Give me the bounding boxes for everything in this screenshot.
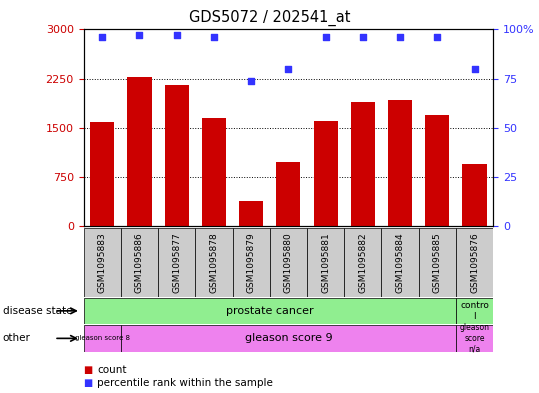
Text: prostate cancer: prostate cancer <box>226 306 314 316</box>
Bar <box>270 228 307 297</box>
Bar <box>344 228 382 297</box>
Text: GSM1095884: GSM1095884 <box>396 232 405 293</box>
Bar <box>232 228 270 297</box>
Point <box>210 34 218 40</box>
Text: percentile rank within the sample: percentile rank within the sample <box>97 378 273 388</box>
Text: gleason score 8: gleason score 8 <box>75 335 130 342</box>
Bar <box>419 228 456 297</box>
Bar <box>277 162 300 226</box>
Bar <box>195 228 232 297</box>
Text: GSM1095883: GSM1095883 <box>98 232 107 293</box>
Bar <box>456 298 493 324</box>
Point <box>284 66 293 72</box>
Text: count: count <box>97 365 127 375</box>
Text: GSM1095885: GSM1095885 <box>433 232 442 293</box>
Text: other: other <box>3 333 31 343</box>
Bar <box>462 164 487 226</box>
Bar <box>202 118 226 226</box>
Text: GSM1095886: GSM1095886 <box>135 232 144 293</box>
Text: GSM1095882: GSM1095882 <box>358 232 368 293</box>
Text: GSM1095879: GSM1095879 <box>247 232 255 293</box>
Text: gleason score 9: gleason score 9 <box>245 333 332 343</box>
Bar <box>456 325 493 352</box>
Bar <box>456 228 493 297</box>
Bar <box>90 123 114 226</box>
Text: GSM1095877: GSM1095877 <box>172 232 181 293</box>
Point <box>321 34 330 40</box>
Bar <box>84 228 121 297</box>
Point <box>172 32 181 39</box>
Bar <box>239 201 263 226</box>
Text: contro
l: contro l <box>460 301 489 321</box>
Bar <box>351 101 375 226</box>
Bar <box>425 115 450 226</box>
Text: GSM1095878: GSM1095878 <box>209 232 218 293</box>
Bar <box>121 325 456 352</box>
Point <box>396 34 404 40</box>
Point <box>470 66 479 72</box>
Bar <box>84 325 121 352</box>
Text: gleason
score
n/a: gleason score n/a <box>460 323 489 353</box>
Bar <box>307 228 344 297</box>
Bar <box>382 228 419 297</box>
Bar <box>164 85 189 226</box>
Text: GSM1095880: GSM1095880 <box>284 232 293 293</box>
Point <box>358 34 367 40</box>
Bar <box>127 77 151 226</box>
Bar <box>388 99 412 226</box>
Point <box>135 32 144 39</box>
Text: GDS5072 / 202541_at: GDS5072 / 202541_at <box>189 10 350 26</box>
Point <box>247 77 255 84</box>
Bar <box>314 121 338 226</box>
Text: ■: ■ <box>84 378 93 388</box>
Text: GSM1095876: GSM1095876 <box>470 232 479 293</box>
Point <box>433 34 441 40</box>
Bar <box>158 228 195 297</box>
Text: GSM1095881: GSM1095881 <box>321 232 330 293</box>
Text: ■: ■ <box>84 365 93 375</box>
Point <box>98 34 107 40</box>
Text: disease state: disease state <box>3 306 72 316</box>
Bar <box>121 228 158 297</box>
